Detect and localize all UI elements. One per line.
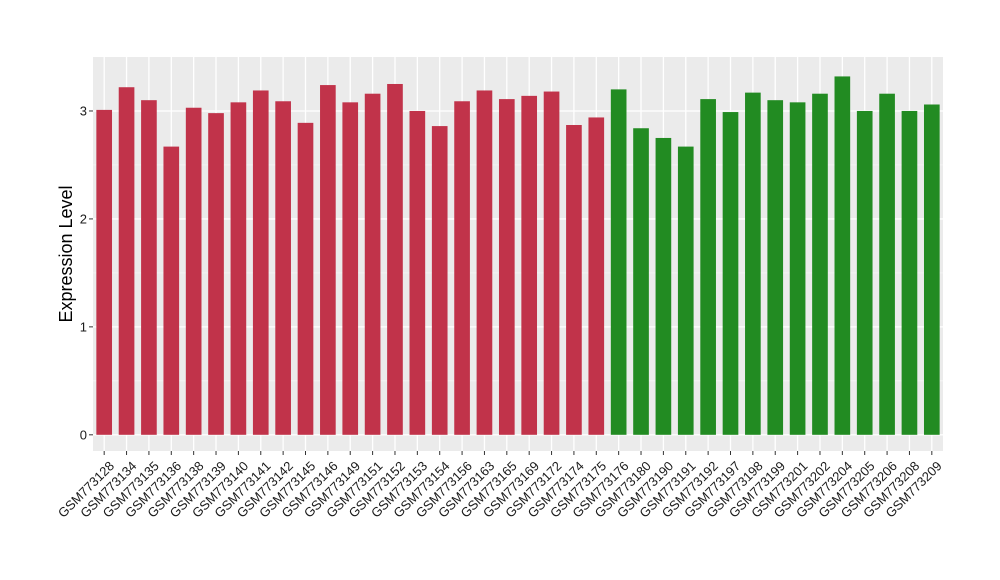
bar-GSM773190 — [655, 137, 672, 435]
bar-GSM773142 — [275, 101, 291, 435]
bar-GSM773153 — [409, 110, 426, 435]
x-axis: GSM773128GSM773134GSM773135GSM773136GSM7… — [55, 451, 945, 521]
bar-GSM773141 — [252, 90, 269, 435]
y-axis: 0 1 2 3 — [80, 103, 93, 442]
bar-GSM773172 — [543, 91, 560, 435]
y-tick-label: 2 — [80, 211, 87, 226]
bar-GSM773174 — [566, 125, 582, 435]
bar-GSM773135 — [141, 100, 157, 435]
bar-GSM773180 — [633, 128, 649, 435]
bar-GSM773204 — [834, 76, 851, 435]
y-axis-title: Expression Level — [56, 185, 76, 322]
bar-GSM773163 — [476, 90, 493, 435]
bar-GSM773156 — [454, 101, 470, 435]
y-tick-label: 0 — [80, 427, 87, 442]
bar-GSM773209 — [923, 104, 940, 435]
bar-GSM773154 — [431, 126, 448, 435]
y-tick-label: 3 — [80, 103, 87, 118]
bar-GSM773146 — [320, 85, 336, 435]
bar-GSM773191 — [677, 146, 694, 435]
bar-GSM773169 — [521, 95, 538, 435]
bar-GSM773201 — [789, 102, 806, 435]
bar-GSM773136 — [163, 146, 180, 435]
bar-GSM773202 — [812, 93, 828, 435]
bar-GSM773205 — [856, 110, 873, 435]
bar-GSM773128 — [96, 109, 113, 435]
bar-GSM773176 — [610, 89, 627, 435]
bar-GSM773140 — [230, 102, 247, 435]
bar-GSM773175 — [588, 117, 605, 435]
y-tick-label: 1 — [80, 319, 87, 334]
bar-GSM773139 — [208, 113, 224, 435]
bar-GSM773192 — [700, 99, 716, 435]
bar-GSM773208 — [901, 110, 918, 435]
bar-GSM773197 — [722, 112, 739, 435]
bar-GSM773152 — [387, 83, 403, 435]
bar-GSM773138 — [185, 107, 202, 435]
bar-GSM773145 — [297, 122, 314, 435]
bar-GSM773165 — [498, 99, 515, 435]
bar-GSM773149 — [342, 102, 359, 435]
bar-GSM773206 — [879, 93, 895, 435]
bar-GSM773134 — [118, 87, 135, 435]
bars — [96, 76, 940, 435]
bar-GSM773151 — [364, 93, 381, 435]
bar-GSM773198 — [745, 92, 761, 435]
bar-GSM773199 — [767, 100, 784, 435]
